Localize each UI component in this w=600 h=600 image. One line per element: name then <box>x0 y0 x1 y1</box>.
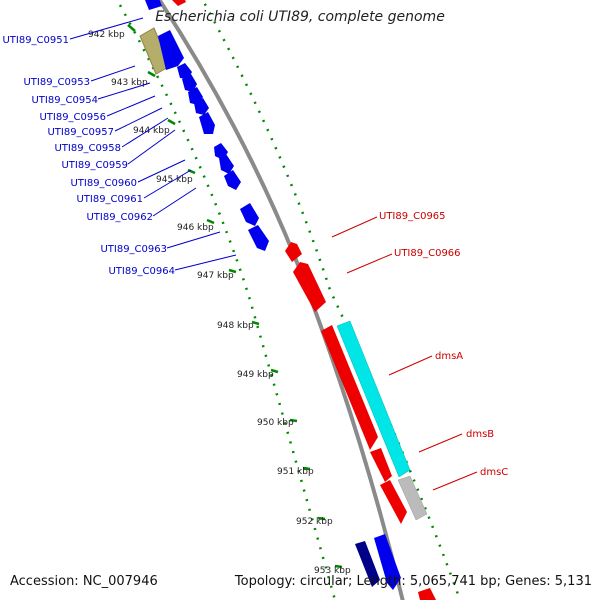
left-gene-label[interactable]: UTI89_C0962 <box>86 212 153 223</box>
gene-arrow-forward[interactable] <box>199 112 215 134</box>
right-gene-label[interactable]: dmsA <box>435 351 463 362</box>
forward-genes <box>145 0 269 251</box>
gene-arrow-forward[interactable] <box>145 0 162 10</box>
left-gene-label[interactable]: UTI89_C0954 <box>31 95 98 106</box>
kbp-tick-label: 951 kbp <box>277 467 314 477</box>
gene-arrow-reverse[interactable] <box>418 588 436 600</box>
gene-arrow-reverse[interactable] <box>321 325 378 450</box>
cyan-feature[interactable] <box>336 320 411 478</box>
gene-arrow-forward[interactable] <box>240 203 259 226</box>
gene-arrow-forward[interactable] <box>374 534 401 590</box>
gene-arrow-forward[interactable] <box>248 225 269 251</box>
left-gene-label[interactable]: UTI89_C0960 <box>70 178 137 189</box>
left-gene-label[interactable]: UTI89_C0961 <box>76 194 143 205</box>
gene-arrow-forward[interactable] <box>177 63 192 79</box>
gene-arrow-forward[interactable] <box>182 74 197 92</box>
right-gene-label[interactable]: UTI89_C0965 <box>379 211 446 222</box>
left-gene-label[interactable]: UTI89_C0953 <box>23 77 90 88</box>
left-gene-label[interactable]: UTI89_C0959 <box>61 160 128 171</box>
outer-tick-track <box>201 0 462 600</box>
left-gene-label[interactable]: UTI89_C0958 <box>54 143 121 154</box>
right-gene-label[interactable]: dmsC <box>480 467 508 478</box>
left-gene-label[interactable]: UTI89_C0963 <box>100 244 167 255</box>
genome-title: Escherichia coli UTI89, complete genome <box>155 9 445 25</box>
left-gene-label[interactable]: UTI89_C0964 <box>108 266 175 277</box>
right-gene-label[interactable]: UTI89_C0966 <box>394 248 461 259</box>
genome-summary-text: Topology: circular; Length: 5,065,741 bp… <box>234 574 592 589</box>
accession-text: Accession: NC_007946 <box>10 574 158 589</box>
left-gene-label[interactable]: UTI89_C0951 <box>2 35 69 46</box>
gray-feature[interactable] <box>397 475 428 521</box>
kbp-tick-label: 947 kbp <box>197 271 234 281</box>
kbp-tick-label: 942 kbp <box>88 30 125 40</box>
kbp-tick-label: 949 kbp <box>237 370 274 380</box>
kbp-tick-label: 952 kbp <box>296 517 333 527</box>
gene-arrow-reverse[interactable] <box>285 242 302 262</box>
gene-arrow-forward-dark[interactable] <box>355 541 380 587</box>
kbp-tick-label: 953 kbp <box>314 566 351 576</box>
gene-arrow-forward[interactable] <box>219 154 234 174</box>
kbp-tick-label: 948 kbp <box>217 321 254 331</box>
right-label-connectors <box>331 216 478 491</box>
gene-arrow-forward[interactable] <box>158 30 184 70</box>
left-gene-label[interactable]: UTI89_C0956 <box>39 112 106 123</box>
kbp-tick-label: 944 kbp <box>133 126 170 136</box>
kbp-major-ticks <box>127 24 343 569</box>
gene-arrow-reverse[interactable] <box>380 480 407 524</box>
gene-arrow-forward[interactable] <box>194 98 209 115</box>
kbp-tick-label: 946 kbp <box>177 223 214 233</box>
gene-arrow-reverse[interactable] <box>370 448 392 482</box>
gene-arrow-reverse[interactable] <box>172 0 186 6</box>
gene-arrow-reverse[interactable] <box>293 262 326 312</box>
left-label-connectors <box>69 17 237 271</box>
kbp-tick-label: 943 kbp <box>111 78 148 88</box>
right-gene-label[interactable]: dmsB <box>466 429 494 440</box>
inner-tick-track <box>118 4 337 600</box>
kbp-tick-label: 950 kbp <box>257 418 294 428</box>
left-gene-label[interactable]: UTI89_C0957 <box>47 127 114 138</box>
gene-arrow-forward[interactable] <box>224 170 241 190</box>
reverse-genes <box>172 0 436 600</box>
